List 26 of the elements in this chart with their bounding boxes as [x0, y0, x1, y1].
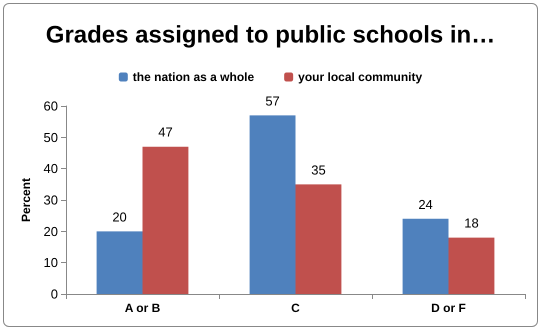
data-label: 18 [464, 216, 479, 231]
y-tick-label: 40 [44, 161, 58, 176]
bar [402, 218, 448, 294]
bar [448, 238, 494, 294]
y-tick-label: 0 [50, 286, 58, 302]
y-tick-label: 30 [44, 192, 58, 208]
bar [142, 146, 188, 294]
bar [96, 231, 142, 294]
bar [296, 184, 342, 294]
y-tick-label: 10 [44, 255, 58, 270]
data-label: 57 [265, 93, 280, 108]
y-tick-label: 60 [44, 98, 58, 114]
chart-title: Grades assigned to public schools in… [46, 22, 496, 48]
data-label: 20 [112, 209, 127, 224]
y-tick-label: 20 [44, 224, 58, 239]
legend-label: the nation as a whole [132, 70, 254, 84]
bar [250, 115, 296, 294]
legend-label: your local community [298, 70, 423, 84]
x-tick-label: C [291, 301, 300, 315]
data-label: 47 [158, 124, 173, 140]
x-tick-label: D or F [431, 301, 466, 315]
data-label: 35 [311, 162, 326, 178]
x-tick-label: A or B [124, 301, 161, 315]
y-axis-title: Percent [19, 178, 33, 222]
data-label: 24 [418, 196, 433, 212]
y-tick-label: 50 [44, 130, 58, 145]
